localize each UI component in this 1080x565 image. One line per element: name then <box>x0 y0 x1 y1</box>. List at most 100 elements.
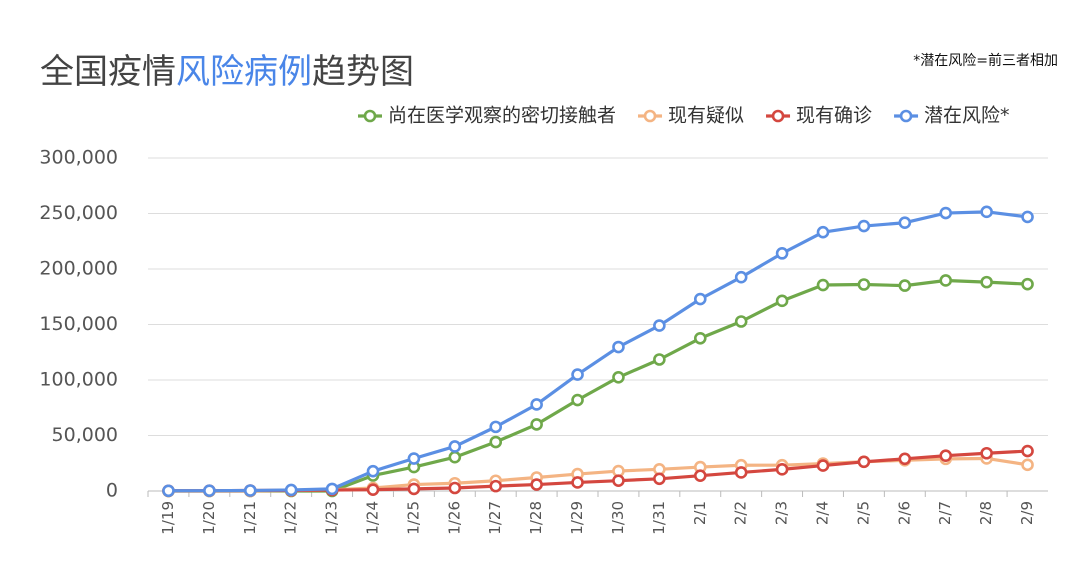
data-point <box>939 274 953 287</box>
data-point <box>366 464 380 478</box>
x-tick-label: 1/19 <box>159 501 177 535</box>
note: *潜在风险=前三者相加 <box>913 52 1058 69</box>
series-line <box>168 210 1028 493</box>
data-point <box>489 420 503 434</box>
x-tick-label: 2/6 <box>895 501 913 525</box>
y-tick-label: 300,000 <box>39 147 118 169</box>
x-tick-label: 2/9 <box>1018 501 1036 525</box>
data-point <box>489 479 503 493</box>
data-point <box>734 466 748 479</box>
data-point <box>448 450 462 464</box>
x-tick-label: 1/23 <box>323 501 341 535</box>
series-line <box>168 449 1028 493</box>
legend-marker <box>643 109 657 123</box>
x-tick-label: 1/31 <box>650 501 668 535</box>
legend-marker <box>899 109 913 123</box>
x-tick-label: 1/25 <box>404 501 422 535</box>
data-point <box>653 353 666 366</box>
legend-marker <box>771 109 785 123</box>
data-point <box>284 483 298 497</box>
data-point <box>898 216 912 230</box>
series-line <box>168 456 1028 493</box>
x-tick-label: 1/29 <box>568 501 586 535</box>
data-point <box>243 484 257 497</box>
y-tick-label: 50,000 <box>52 424 118 446</box>
x-tick-label: 2/1 <box>691 501 709 525</box>
data-point <box>693 331 707 345</box>
data-point <box>530 478 543 491</box>
data-point <box>693 292 707 306</box>
x-tick-label: 2/4 <box>814 501 832 525</box>
data-point <box>653 472 666 486</box>
data-point <box>734 315 748 328</box>
title-part: 风险病例 <box>176 52 312 92</box>
data-point <box>775 463 789 476</box>
data-point <box>530 398 543 411</box>
x-tick-label: 1/21 <box>241 501 259 535</box>
data-point <box>612 340 625 354</box>
data-point <box>980 446 993 460</box>
legend-marker <box>363 109 377 123</box>
x-tick-label: 1/20 <box>200 501 218 535</box>
data-point <box>162 484 175 498</box>
data-point <box>734 270 748 284</box>
data-point <box>898 279 912 292</box>
y-tick-label: 100,000 <box>39 369 118 391</box>
x-tick-label: 2/3 <box>773 501 791 525</box>
data-point <box>325 482 339 496</box>
data-point <box>857 219 871 233</box>
data-point <box>857 278 871 291</box>
data-point <box>857 455 871 469</box>
data-point <box>203 484 216 497</box>
data-point <box>1021 458 1034 472</box>
x-tick-label: 2/7 <box>936 501 954 525</box>
legend-label: 现有疑似 <box>668 105 744 127</box>
data-point <box>407 482 421 496</box>
data-point <box>571 476 584 489</box>
data-point <box>1021 277 1034 291</box>
legend-label: 尚在医学观察的密切接触者 <box>388 105 616 127</box>
x-tick-label: 2/5 <box>854 501 872 525</box>
data-point <box>612 371 625 384</box>
data-point <box>898 452 912 466</box>
data-point <box>775 247 789 260</box>
data-point <box>816 225 830 239</box>
data-point <box>448 481 462 495</box>
data-point <box>407 452 421 465</box>
x-tick-label: 1/26 <box>445 501 463 535</box>
title-part: 趋势图 <box>312 52 414 92</box>
x-tick-label: 2/2 <box>732 501 750 525</box>
chart-title: 全国疫情风险病例趋势图 <box>40 52 414 92</box>
data-point <box>980 205 993 219</box>
x-tick-label: 2/8 <box>977 501 995 525</box>
data-point <box>366 483 380 496</box>
data-point <box>612 474 625 487</box>
y-tick-label: 0 <box>106 480 118 502</box>
data-point <box>1021 444 1034 458</box>
data-point <box>489 435 503 449</box>
x-tick-label: 1/24 <box>364 501 382 535</box>
legend-label: 现有确诊 <box>796 105 872 127</box>
legend-label: 潜在风险* <box>924 105 1010 127</box>
data-point <box>816 278 830 292</box>
data-point <box>939 206 953 220</box>
data-point <box>571 368 584 381</box>
title-part: 全国疫情 <box>40 52 176 92</box>
x-tick-label: 1/28 <box>527 501 545 535</box>
data-point <box>939 449 953 463</box>
y-tick-label: 250,000 <box>39 202 118 224</box>
x-tick-label: 1/30 <box>609 501 627 535</box>
data-point <box>1021 210 1034 224</box>
data-point <box>816 459 830 472</box>
x-tick-label: 1/22 <box>282 501 300 535</box>
data-point <box>653 319 666 332</box>
y-tick-label: 150,000 <box>39 313 118 335</box>
data-point <box>980 275 993 289</box>
data-point <box>693 469 707 482</box>
x-tick-label: 1/27 <box>486 501 504 535</box>
data-point <box>775 294 789 308</box>
data-point <box>571 393 584 407</box>
y-tick-label: 200,000 <box>39 258 118 280</box>
